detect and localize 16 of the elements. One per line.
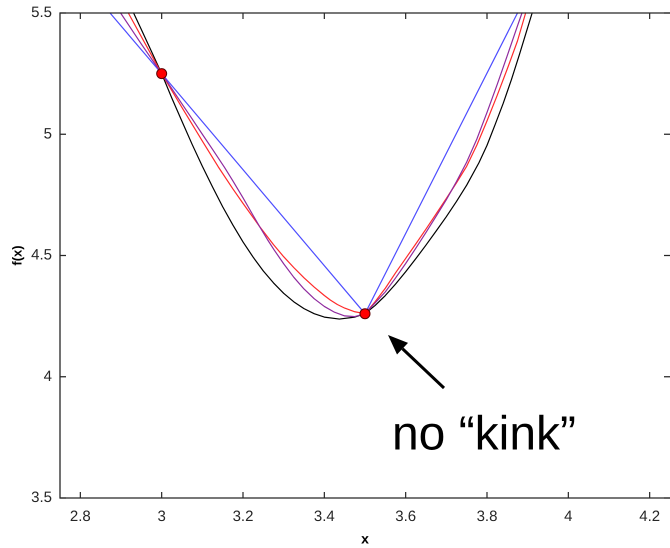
y-axis-title: f(x) xyxy=(9,245,24,266)
y-tick-label: 5 xyxy=(44,125,52,142)
x-axis-title: x xyxy=(361,530,370,546)
x-tick-label: 2.8 xyxy=(70,508,91,526)
annotation: no “kink” xyxy=(392,408,576,461)
y-tick-label: 4.5 xyxy=(31,246,52,264)
y-tick-label: 4 xyxy=(44,368,52,385)
x-tick-label: 4 xyxy=(564,508,573,526)
x-tick-label: 3.2 xyxy=(232,508,254,526)
y-tick-label: 3.5 xyxy=(31,489,52,506)
y-tick-label: 5.5 xyxy=(31,4,52,22)
x-tick-label: 3.4 xyxy=(314,508,335,526)
x-tick-label: 3 xyxy=(157,508,166,526)
x-tick-label: 3.8 xyxy=(476,508,498,526)
x-tick-label: 3.6 xyxy=(395,508,416,526)
x-tick-label: 4.2 xyxy=(639,508,660,526)
